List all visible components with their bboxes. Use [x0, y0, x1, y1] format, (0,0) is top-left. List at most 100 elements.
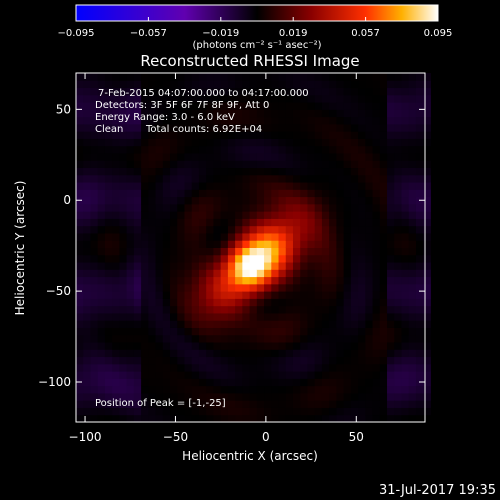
heatmap-cell: [307, 152, 316, 161]
heatmap-cell: [314, 356, 323, 365]
heatmap-cell: [170, 160, 178, 169]
heatmap-cell: [227, 189, 236, 198]
heatmap-cell: [242, 80, 251, 89]
heatmap-cell: [415, 131, 424, 139]
heatmap-cell: [408, 94, 417, 103]
heatmap-cell: [170, 225, 178, 234]
heatmap-cell: [141, 203, 149, 212]
heatmap-cell: [235, 349, 243, 358]
heatmap-cell: [379, 123, 388, 132]
heatmap-cell: [177, 152, 185, 161]
heatmap-cell: [97, 385, 106, 394]
heatmap-cell: [191, 87, 200, 96]
heatmap-cell: [235, 392, 243, 401]
heatmap-cell: [329, 371, 337, 379]
heatmap-cell: [379, 225, 388, 234]
heatmap-cell: [379, 247, 388, 256]
heatmap-cell: [372, 269, 381, 278]
heatmap-cell: [314, 254, 323, 263]
heatmap-cell: [329, 291, 337, 299]
heatmap-cell: [292, 363, 301, 372]
heatmap-cell: [415, 276, 424, 285]
heatmap-cell: [235, 218, 243, 227]
heatmap-cell: [177, 196, 185, 205]
heatmap-cell: [76, 232, 84, 241]
heatmap-cell: [242, 211, 251, 219]
heatmap-cell: [423, 203, 431, 212]
heatmap-cell: [235, 283, 243, 292]
heatmap-cell: [141, 407, 149, 416]
heatmap-cell: [126, 334, 135, 343]
heatmap-cell: [83, 298, 91, 307]
heatmap-cell: [387, 109, 395, 118]
heatmap-cell: [220, 174, 229, 183]
heatmap-cell: [184, 94, 193, 103]
heatmap-cell: [141, 334, 149, 343]
heatmap-cell: [249, 407, 258, 416]
heatmap-cell: [235, 327, 243, 336]
heatmap-cell: [387, 262, 395, 270]
heatmap-cell: [350, 298, 359, 307]
heatmap-cell: [372, 152, 381, 161]
heatmap-cell: [372, 123, 381, 132]
heatmap-cell: [97, 334, 106, 343]
heatmap-cell: [249, 94, 258, 103]
heatmap-cell: [198, 334, 207, 343]
heatmap-cell: [112, 262, 120, 270]
heatmap-cell: [198, 291, 207, 299]
heatmap-cell: [206, 174, 214, 183]
heatmap-cell: [329, 407, 337, 416]
heatmap-cell: [104, 189, 113, 198]
heatmap-cell: [191, 356, 200, 365]
heatmap-cell: [292, 312, 301, 321]
heatmap-cell: [271, 145, 280, 154]
heatmap-cell: [372, 196, 381, 205]
heatmap-cell: [206, 400, 214, 408]
heatmap-cell: [83, 123, 91, 132]
heatmap-cell: [415, 392, 424, 401]
heatmap-cell: [387, 327, 395, 336]
heatmap-cell: [104, 291, 113, 299]
heatmap-cell: [83, 312, 91, 321]
heatmap-cell: [321, 80, 330, 89]
heatmap-cell: [104, 247, 113, 256]
heatmap-cell: [90, 356, 99, 365]
heatmap-cell: [415, 203, 424, 212]
heatmap-cell: [141, 291, 149, 299]
heatmap-cell: [191, 211, 200, 219]
heatmap-cell: [119, 407, 128, 416]
heatmap-cell: [249, 232, 258, 241]
heatmap-cell: [235, 312, 243, 321]
heatmap-cell: [387, 349, 395, 358]
heatmap-cell: [365, 291, 374, 299]
heatmap-cell: [206, 182, 214, 190]
heatmap-cell: [83, 94, 91, 103]
heatmap-cell: [408, 160, 417, 169]
heatmap-cell: [126, 131, 135, 139]
heatmap-cell: [379, 240, 388, 248]
heatmap-cell: [343, 414, 352, 423]
heatmap-cell: [148, 327, 157, 336]
heatmap-cell: [191, 414, 200, 423]
heatmap-cell: [162, 167, 171, 176]
heatmap-cell: [213, 196, 222, 205]
heatmap-cell: [329, 109, 337, 118]
heatmap-cell: [350, 269, 359, 278]
heatmap-cell: [343, 334, 352, 343]
heatmap-cell: [184, 283, 193, 292]
heatmap-cell: [213, 225, 222, 234]
heatmap-cell: [148, 320, 157, 328]
heatmap-cell: [141, 167, 149, 176]
heatmap-cell: [365, 131, 374, 139]
heatmap-cell: [271, 320, 280, 328]
heatmap-cell: [372, 94, 381, 103]
heatmap-cell: [112, 407, 120, 416]
heatmap-cell: [242, 342, 251, 350]
heatmap-cell: [329, 211, 337, 219]
heatmap-cell: [104, 116, 113, 125]
heatmap-cell: [321, 378, 330, 387]
heatmap-cell: [264, 349, 272, 358]
heatmap-cell: [83, 218, 91, 227]
heatmap-cell: [213, 312, 222, 321]
heatmap-cell: [126, 160, 135, 169]
